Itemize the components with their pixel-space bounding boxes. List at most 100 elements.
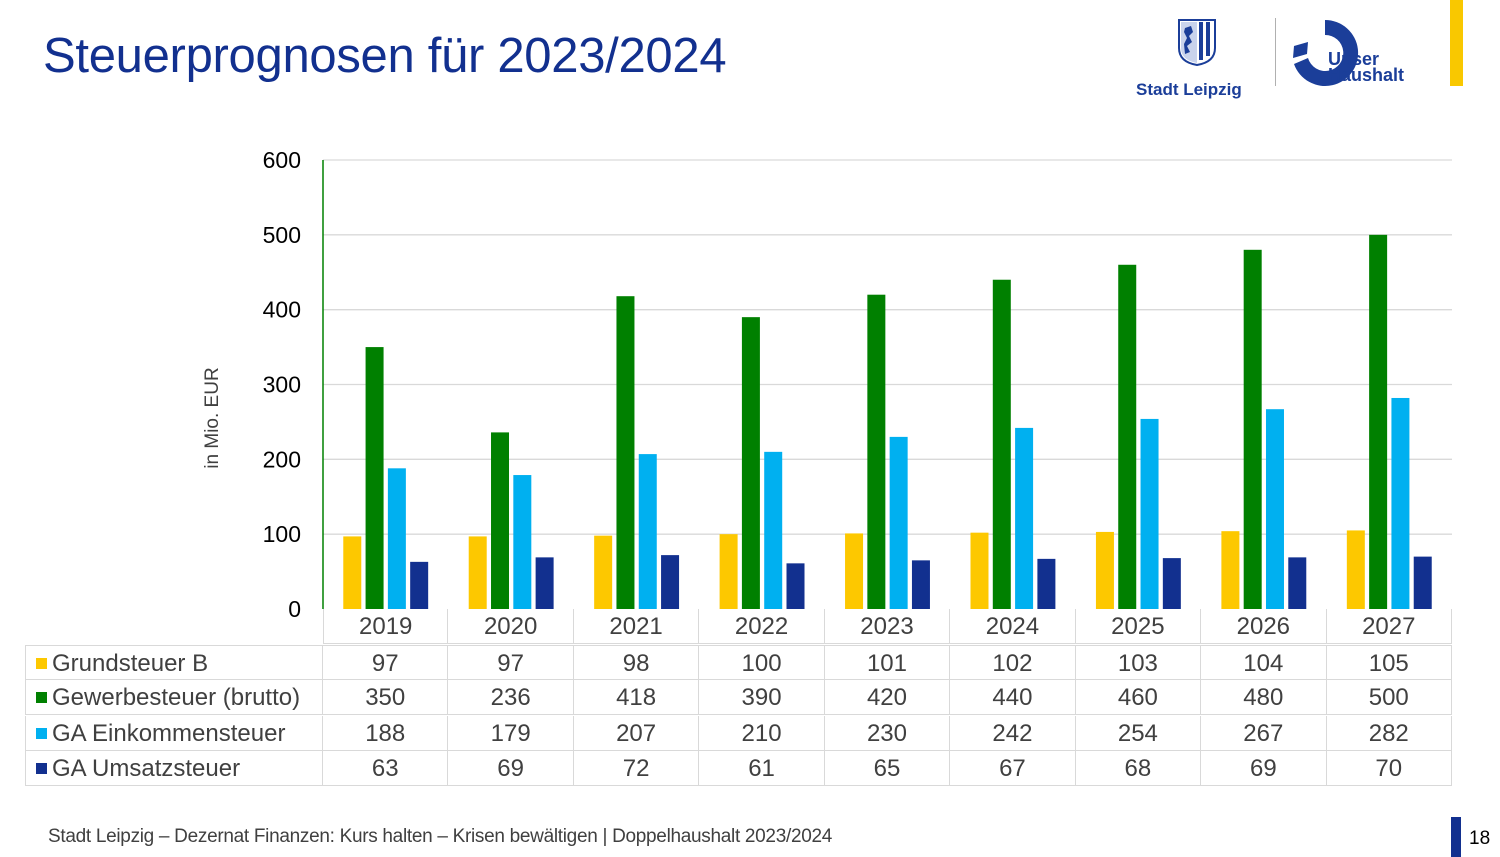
legend-swatch (36, 692, 47, 703)
data-label: 500 (1326, 680, 1452, 715)
bar-ga-einkommensteuer-2019 (387, 468, 406, 609)
data-label: 210 (699, 715, 825, 751)
bar-ga-einkommensteuer-2022 (764, 451, 783, 609)
y-axis-label: in Mio. EUR (202, 367, 223, 469)
bar-ga-einkommensteuer-2024 (1015, 427, 1034, 609)
haushalt-ring-icon (1293, 19, 1359, 86)
page-number: 18 (1469, 828, 1491, 849)
bar-grundsteuer-b-2024 (970, 532, 989, 609)
data-label: 282 (1326, 715, 1452, 751)
bar-ga-umsatzsteuer-2025 (1162, 558, 1181, 609)
data-label: 63 (323, 751, 449, 786)
legend-label: GA Einkommensteuer (52, 719, 286, 747)
bar-ga-umsatzsteuer-2021 (661, 555, 680, 609)
data-label: 69 (1201, 751, 1327, 786)
data-label: 480 (1201, 680, 1327, 715)
data-label: 102 (950, 644, 1076, 680)
bar-grundsteuer-b-2020 (468, 536, 487, 609)
bar-ga-umsatzsteuer-2027 (1413, 556, 1432, 609)
data-label: 418 (573, 680, 700, 715)
x-tick-label: 2026 (1201, 609, 1327, 644)
data-label: 98 (573, 644, 700, 680)
data-label: 61 (699, 751, 825, 786)
data-label: 267 (1201, 715, 1327, 751)
y-tick-label: 200 (263, 446, 301, 472)
stadt-leipzig-logo: Stadt Leipzig (1136, 14, 1262, 99)
bar-ga-einkommensteuer-2023 (889, 436, 908, 609)
bar-ga-einkommensteuer-2025 (1140, 418, 1159, 609)
legend-label: GA Umsatzsteuer (52, 755, 241, 782)
logo-haushalt-line2: Haushalt (1328, 65, 1405, 85)
bar-gewerbesteuer-brutto-2026 (1243, 249, 1262, 610)
legend-label: Grundsteuer B (52, 649, 209, 677)
bar-grundsteuer-b-2021 (594, 535, 613, 609)
data-label: 460 (1075, 680, 1202, 715)
data-label: 101 (824, 644, 951, 680)
y-tick-label: 600 (263, 147, 301, 173)
data-label: 420 (824, 680, 951, 715)
bar-ga-umsatzsteuer-2023 (911, 560, 930, 609)
bar-gewerbesteuer-brutto-2020 (491, 432, 510, 609)
bar-ga-umsatzsteuer-2022 (786, 563, 805, 609)
data-label: 188 (323, 715, 449, 751)
legend-swatch (36, 727, 47, 739)
bar-grundsteuer-b-2027 (1346, 530, 1365, 609)
x-tick-label: 2019 (323, 609, 449, 644)
y-tick-label: 400 (263, 297, 301, 323)
data-label: 65 (824, 751, 951, 786)
bar-ga-einkommensteuer-2026 (1265, 409, 1284, 609)
bar-gewerbesteuer-brutto-2023 (867, 294, 886, 609)
bar-gewerbesteuer-brutto-2024 (992, 279, 1011, 609)
data-label: 254 (1075, 715, 1202, 751)
logo-haushalt-line1: Unser (1328, 49, 1380, 69)
x-tick-label: 2024 (950, 609, 1076, 644)
x-tick-label: 2020 (448, 609, 574, 644)
bar-ga-umsatzsteuer-2026 (1288, 557, 1307, 609)
bar-ga-einkommensteuer-2020 (513, 475, 532, 609)
x-tick-label: 2025 (1075, 609, 1202, 644)
y-tick-label: 100 (263, 521, 301, 547)
logo-divider (1275, 18, 1276, 86)
bar-gewerbesteuer-brutto-2022 (741, 317, 760, 609)
bar-ga-umsatzsteuer-2020 (535, 557, 554, 609)
data-label: 207 (573, 715, 700, 751)
accent-bar (1450, 0, 1463, 86)
data-label: 350 (323, 680, 449, 715)
x-tick-label: 2023 (824, 609, 951, 644)
x-tick-label: 2027 (1326, 609, 1452, 644)
y-tick-label: 500 (263, 222, 301, 248)
x-tick-label: 2021 (573, 609, 700, 644)
legend-row-label: Grundsteuer B (25, 644, 323, 680)
logo-city-label: Stadt Leipzig (1136, 80, 1242, 99)
y-tick-label: 0 (288, 596, 301, 622)
bar-grundsteuer-b-2022 (719, 534, 738, 609)
data-label: 390 (699, 680, 825, 715)
slide-title: Steuerprognosen für 2023/2024 (43, 29, 727, 83)
coat-of-arms-icon (1178, 19, 1216, 66)
data-label: 104 (1201, 644, 1327, 680)
bar-gewerbesteuer-brutto-2027 (1369, 234, 1388, 610)
data-label: 179 (448, 715, 574, 751)
data-label: 103 (1075, 644, 1202, 680)
bar-grundsteuer-b-2025 (1095, 531, 1114, 609)
data-label: 67 (950, 751, 1076, 786)
data-label: 69 (448, 751, 574, 786)
bar-grundsteuer-b-2026 (1221, 531, 1240, 609)
data-label: 236 (448, 680, 574, 715)
data-label: 97 (448, 644, 574, 680)
data-label: 242 (950, 715, 1076, 751)
legend-swatch (36, 657, 47, 669)
legend-label: Gewerbesteuer (brutto) (52, 684, 301, 711)
legend-swatch (36, 763, 47, 774)
bar-gewerbesteuer-brutto-2019 (365, 347, 384, 609)
bar-grundsteuer-b-2023 (845, 533, 864, 609)
data-label: 70 (1326, 751, 1452, 786)
data-label: 97 (323, 644, 449, 680)
bar-gewerbesteuer-brutto-2025 (1118, 264, 1137, 609)
bar-ga-einkommensteuer-2021 (638, 454, 657, 609)
bar-ga-umsatzsteuer-2019 (410, 561, 429, 609)
footer-text: Stadt Leipzig – Dezernat Finanzen: Kurs … (48, 826, 833, 847)
data-label: 68 (1075, 751, 1202, 786)
unser-haushalt-logo: Unser Haushalt (1290, 18, 1430, 90)
data-label: 230 (824, 715, 951, 751)
